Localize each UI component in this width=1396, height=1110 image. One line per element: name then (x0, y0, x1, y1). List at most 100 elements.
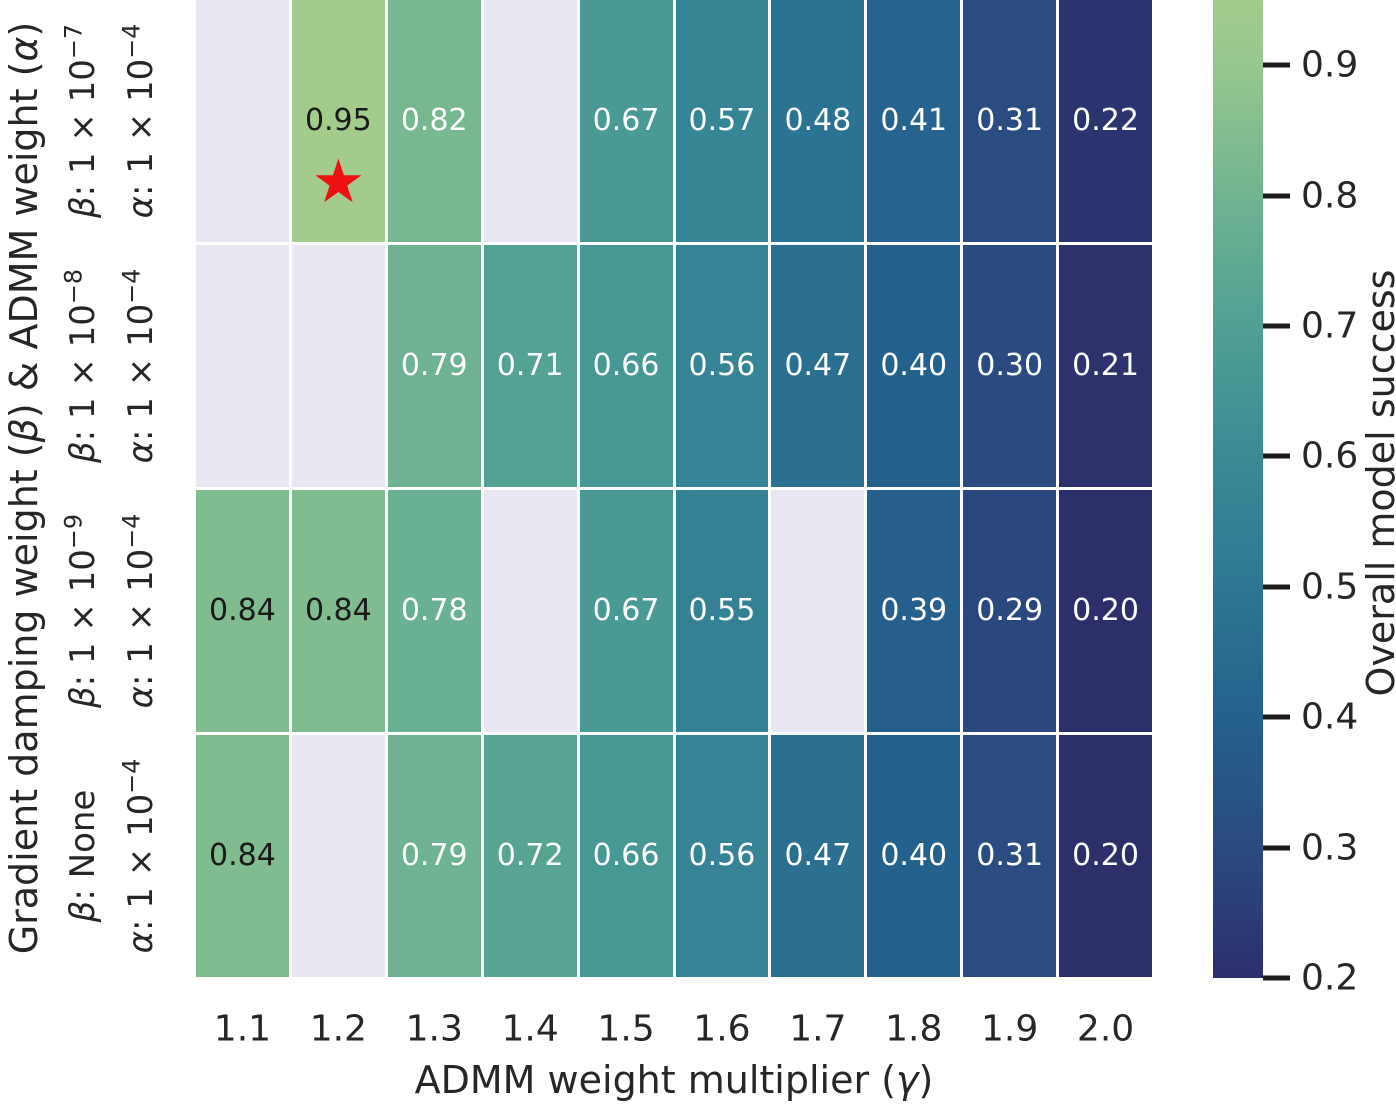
cell-r3-x1.2: 0.84 (291, 490, 385, 732)
cell-value: 0.40 (880, 348, 948, 383)
colorbar-tick-label-0.8: 0.8 (1301, 175, 1359, 217)
cell-value: 0.79 (400, 838, 468, 873)
cell-value: 0.21 (1072, 348, 1139, 383)
label-part: ) & ADMM weight ( (2, 61, 46, 419)
label-part: γ (896, 1058, 919, 1102)
x-tick-1.6: 1.6 (693, 1008, 751, 1050)
cell-value: 0.79 (400, 348, 468, 383)
best-cell-star-icon: ★ (311, 147, 366, 217)
x-tick-2.0: 2.0 (1076, 1008, 1135, 1050)
label-text: : 1 × 10 (63, 549, 103, 687)
cell-value: 0.29 (976, 593, 1044, 628)
colorbar-tick-label-0.4: 0.4 (1301, 696, 1359, 738)
colorbar-tick-label-0.3: 0.3 (1301, 827, 1359, 869)
row-2-beta-label: β: 1 × 10−8 (59, 268, 103, 463)
exponent: −8 (59, 268, 88, 305)
label-text: : 1 × 10 (121, 303, 161, 441)
row-3-alpha-label: α: 1 × 10−4 (117, 513, 161, 709)
colorbar-tick-label-0.2: 0.2 (1301, 957, 1359, 999)
cell-r3-x1.5: 0.67 (579, 490, 673, 732)
cell-value: 0.56 (688, 838, 756, 873)
row-4-alpha-label: α: 1 × 10−4 (118, 759, 161, 954)
cell-value: 0.48 (784, 103, 852, 138)
cell-value: 0.55 (688, 593, 756, 628)
cell-r1-x1.2: 0.95 ★ (291, 0, 385, 242)
cell-value: 0.66 (592, 348, 660, 383)
cell-r4-x1.5: 0.66 (579, 735, 673, 977)
label-part: α (2, 36, 46, 62)
cell-r3-x1.9: 0.29 (963, 490, 1057, 732)
greek-symbol: α (121, 685, 161, 709)
cell-value: 0.57 (688, 103, 756, 138)
colorbar-tick-0.2 (1263, 975, 1290, 981)
cell-value: 0.20 (1072, 593, 1139, 628)
cell-r4-x1.8: 0.40 (867, 735, 961, 977)
cell-value: 0.71 (496, 348, 564, 383)
cell-r1-x1.5: 0.67 (579, 0, 673, 242)
cell-r1-x2.0: 0.22 (1059, 0, 1152, 242)
cell-value: 0.30 (976, 348, 1044, 383)
cell-value: 0.95 (304, 103, 372, 138)
greek-symbol: α (121, 930, 161, 954)
label-part: ) (2, 21, 46, 37)
cell-r2-x1.1 (196, 245, 289, 487)
cell-r2-x1.7: 0.47 (771, 245, 865, 487)
cell-value: 0.41 (880, 103, 948, 138)
cell-r4-x1.7: 0.47 (771, 735, 865, 977)
label-text: : 1 × 10 (121, 793, 161, 931)
colorbar-tick-0.6 (1263, 453, 1290, 459)
label-text: : 1 × 10 (63, 304, 103, 442)
exponent: −4 (117, 23, 146, 59)
x-tick-1.4: 1.4 (501, 1008, 559, 1050)
x-tick-1.8: 1.8 (885, 1008, 943, 1050)
row-1-beta-label: β: 1 × 10−7 (60, 24, 103, 218)
cell-value: 0.31 (976, 838, 1044, 873)
cell-value: 0.47 (784, 348, 852, 383)
cell-r1-x1.8: 0.41 (867, 0, 961, 242)
exponent: −4 (117, 513, 146, 549)
heatmap-grid: 0.95 ★ 0.82 0.67 0.57 0.48 0.41 0.31 0.22 0.79 0.7… (196, 0, 1152, 977)
x-axis-label: ADMM weight multiplier (γ) (196, 1053, 1152, 1107)
x-tick-1.2: 1.2 (309, 1008, 367, 1050)
x-tick-1.9: 1.9 (981, 1008, 1039, 1050)
colorbar-tick-0.9 (1263, 62, 1290, 68)
label-part: ) (918, 1058, 934, 1102)
cell-r1-x1.7: 0.48 (771, 0, 865, 242)
greek-symbol: β (63, 900, 103, 923)
label-part: Gradient damping weight ( (2, 442, 46, 955)
colorbar-label: Overall model success (1359, 269, 1396, 697)
cell-r1-x1.6: 0.57 (675, 0, 769, 242)
colorbar-tick-0.3 (1263, 845, 1290, 851)
cell-r4-x1.6: 0.56 (675, 735, 769, 977)
cell-value: 0.47 (784, 838, 852, 873)
colorbar-tick-0.5 (1263, 584, 1290, 590)
cell-r1-x1.3: 0.82 (387, 0, 481, 242)
row-1-alpha-label: α: 1 × 10−4 (117, 23, 161, 219)
colorbar-tick-label-0.9: 0.9 (1301, 44, 1359, 86)
cell-r3-x1.3: 0.78 (387, 490, 481, 732)
greek-symbol: α (121, 440, 161, 464)
cell-value: 0.66 (592, 838, 660, 873)
cell-value: 0.72 (496, 838, 564, 873)
cell-value: 0.40 (880, 838, 948, 873)
cell-value: 0.78 (400, 593, 468, 628)
cell-value: 0.22 (1072, 103, 1139, 138)
cell-value: 0.84 (209, 593, 276, 628)
cell-r2-x1.3: 0.79 (387, 245, 481, 487)
cell-r4-x1.1: 0.84 (196, 735, 289, 977)
cell-r1-x1.4 (483, 0, 577, 242)
cell-r3-x1.6: 0.55 (675, 490, 769, 732)
cell-r2-x1.8: 0.40 (867, 245, 961, 487)
cell-r4-x1.3: 0.79 (387, 735, 481, 977)
label-text: : 1 × 10 (121, 548, 161, 686)
cell-r2-x1.9: 0.30 (963, 245, 1057, 487)
cell-value: 0.56 (688, 348, 756, 383)
colorbar-tick-label-0.6: 0.6 (1301, 435, 1359, 477)
cell-value: 0.84 (304, 593, 372, 628)
cell-r2-x1.4: 0.71 (483, 245, 577, 487)
label-part: β (2, 418, 46, 443)
row-2-alpha-label: α: 1 × 10−4 (118, 269, 161, 464)
cell-value: 0.84 (209, 838, 276, 873)
colorbar-tick-label-0.7: 0.7 (1301, 305, 1359, 347)
